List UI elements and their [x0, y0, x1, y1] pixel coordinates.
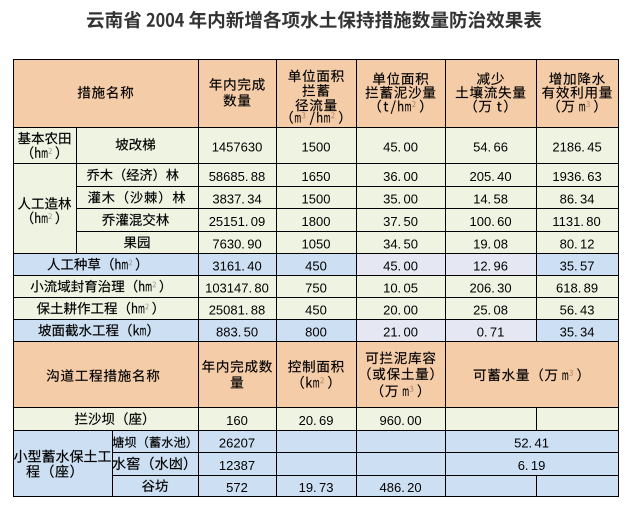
- svg-text:58685.88: 58685. 88: [209, 169, 266, 184]
- svg-text:160: 160: [226, 413, 248, 428]
- svg-text:12387: 12387: [219, 458, 255, 473]
- svg-text:19.08: 19. 08: [473, 236, 508, 251]
- svg-text:3161.40: 3161. 40: [212, 258, 261, 273]
- svg-text:800: 800: [305, 324, 327, 339]
- svg-text:100.60: 100. 60: [470, 214, 512, 229]
- svg-text:7630.90: 7630. 90: [212, 236, 261, 251]
- svg-text:20.69: 20. 69: [299, 413, 334, 428]
- svg-text:37.50: 37. 50: [383, 214, 418, 229]
- svg-text:25081.88: 25081. 88: [209, 302, 266, 317]
- svg-text:960.00: 960. 00: [380, 413, 422, 428]
- svg-text:1936.63: 1936. 63: [552, 169, 601, 184]
- svg-text:26207: 26207: [219, 435, 255, 450]
- svg-text:206.30: 206. 30: [470, 280, 512, 295]
- svg-text:35.57: 35. 57: [560, 258, 595, 273]
- svg-text:6.19: 6. 19: [518, 458, 546, 473]
- svg-text:572: 572: [226, 480, 248, 495]
- svg-text:19.73: 19. 73: [299, 480, 334, 495]
- svg-text:450: 450: [305, 302, 327, 317]
- svg-text:34.50: 34. 50: [383, 236, 418, 251]
- svg-text:1500: 1500: [302, 191, 331, 206]
- svg-text:45.00: 45. 00: [383, 139, 418, 154]
- svg-text:103147.80: 103147. 80: [205, 280, 269, 295]
- svg-text:0.71: 0. 71: [477, 324, 505, 339]
- svg-text:12.96: 12. 96: [473, 258, 508, 273]
- svg-text:1050: 1050: [302, 236, 331, 251]
- svg-text:56.43: 56. 43: [560, 302, 595, 317]
- svg-text:14.58: 14. 58: [473, 191, 508, 206]
- svg-text:45.00: 45. 00: [383, 258, 418, 273]
- svg-text:80.12: 80. 12: [560, 236, 595, 251]
- svg-text:750: 750: [305, 280, 327, 295]
- svg-text:618.89: 618. 89: [556, 280, 598, 295]
- svg-text:1800: 1800: [302, 214, 331, 229]
- svg-text:54.66: 54. 66: [473, 139, 508, 154]
- svg-text:20.00: 20. 00: [383, 302, 418, 317]
- svg-text:86.34: 86. 34: [560, 191, 595, 206]
- svg-text:486.20: 486. 20: [380, 480, 422, 495]
- svg-text:52.41: 52. 41: [514, 435, 549, 450]
- svg-text:35.00: 35. 00: [383, 191, 418, 206]
- svg-text:1500: 1500: [302, 139, 331, 154]
- svg-text:2186.45: 2186. 45: [552, 139, 601, 154]
- svg-text:1650: 1650: [302, 169, 331, 184]
- svg-text:21.00: 21. 00: [383, 324, 418, 339]
- svg-text:25151.09: 25151. 09: [209, 214, 266, 229]
- svg-text:36.00: 36. 00: [383, 169, 418, 184]
- svg-text:205.40: 205. 40: [470, 169, 512, 184]
- svg-text:1457630: 1457630: [212, 139, 263, 154]
- svg-text:3837.34: 3837. 34: [212, 191, 261, 206]
- svg-text:450: 450: [305, 258, 327, 273]
- svg-text:10.05: 10. 05: [383, 280, 418, 295]
- svg-text:25.08: 25. 08: [473, 302, 508, 317]
- svg-text:35.34: 35. 34: [560, 324, 595, 339]
- svg-text:883.50: 883. 50: [216, 324, 258, 339]
- svg-text:1131.80: 1131. 80: [552, 214, 600, 229]
